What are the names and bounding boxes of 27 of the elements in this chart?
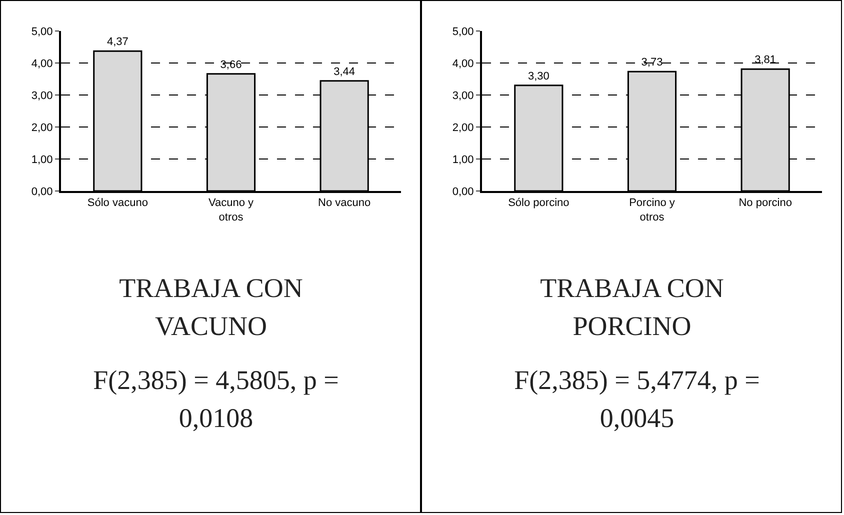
y-tick-label: 1,00 [452, 154, 474, 166]
x-tick-label: Sólo porcino [508, 197, 570, 210]
y-tick-label: 0,00 [31, 186, 53, 198]
x-tick-label: Vacuno y otros [208, 197, 254, 224]
x-tick-label: No vacuno [318, 197, 371, 210]
y-tick-label: 4,00 [452, 58, 474, 70]
y-tick-label: 1,00 [31, 154, 53, 166]
data-label: 3,30 [528, 70, 550, 82]
x-tick-label: No porcino [738, 197, 792, 210]
data-label: 4,37 [106, 36, 128, 48]
data-label: 3,66 [220, 58, 242, 71]
y-tick-label: 2,00 [31, 122, 53, 134]
text: TRABAJA CON PORCINO [539, 272, 725, 343]
y-tick-label: 5,00 [452, 26, 474, 38]
y-tick-label: 3,00 [31, 90, 53, 102]
x-tick-label: Sólo vacuno [87, 197, 148, 210]
y-tick-label: 4,00 [31, 58, 53, 70]
text: F(2,385) = 5,4774, p = 0,0045 [513, 364, 761, 435]
text: F(2,385) = 4,5805, p = 0,0108 [92, 364, 340, 435]
text: TRABAJA CON VACUNO [118, 272, 304, 343]
y-tick-label: 3,00 [452, 90, 474, 102]
data-label: 3,73 [641, 56, 663, 69]
data-label: 3,44 [334, 66, 356, 78]
y-tick-label: 5,00 [31, 26, 53, 38]
x-tick-label: Porcino y otros [629, 197, 676, 224]
y-tick-label: 2,00 [452, 122, 474, 134]
y-tick-label: 0,00 [452, 186, 474, 198]
